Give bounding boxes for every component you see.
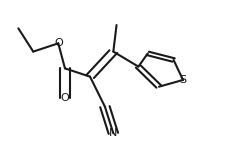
Text: S: S bbox=[180, 75, 186, 85]
Text: N: N bbox=[109, 128, 118, 138]
Text: O: O bbox=[54, 38, 63, 48]
Text: O: O bbox=[61, 93, 69, 103]
